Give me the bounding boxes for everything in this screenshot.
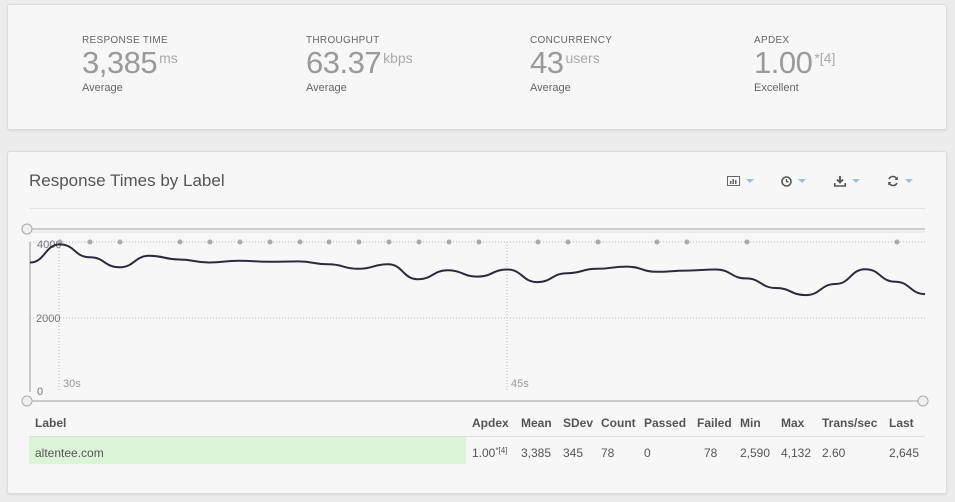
metric-value: 43 <box>530 45 564 80</box>
refresh-dropdown[interactable] <box>887 174 913 188</box>
col-passed[interactable]: Passed <box>644 416 687 430</box>
range-handle-top-left[interactable] <box>21 223 33 235</box>
metric-sub: Average <box>306 82 347 94</box>
metric-unit: *[4] <box>814 50 836 66</box>
col-failed[interactable]: Failed <box>697 416 732 430</box>
chevron-down-icon <box>852 179 860 183</box>
metric-sub: Excellent <box>754 82 799 94</box>
row-passed: 0 <box>644 446 651 460</box>
row-failed: 78 <box>704 446 718 460</box>
row-apdex-sup: *[4] <box>495 446 508 455</box>
marker-dot <box>267 239 273 245</box>
metric-value: 3,385 <box>82 45 158 80</box>
marker-dot <box>326 239 332 245</box>
col-trans-sec[interactable]: Trans/sec <box>822 416 878 430</box>
download-dropdown[interactable] <box>834 174 860 188</box>
label-table: Label Apdex Mean SDev Count Passed Faile… <box>29 409 925 465</box>
table-row[interactable]: altentee.com 1.00*[4] 3,385 345 78 0 78 … <box>29 437 925 465</box>
y-tick-label-2000: 2000 <box>36 313 60 325</box>
x-tick-label-45s: 45s <box>511 378 529 390</box>
marker-dot <box>565 239 571 245</box>
row-count: 78 <box>601 446 615 460</box>
range-handle-bottom-right[interactable] <box>917 395 929 407</box>
y-tick-label-top: 4000 <box>37 239 61 251</box>
col-sdev[interactable]: SDev <box>563 416 594 430</box>
row-mean: 3,385 <box>521 446 552 460</box>
metric-sub: Average <box>530 82 571 94</box>
marker-dot <box>744 239 750 245</box>
row-sdev: 345 <box>563 446 584 460</box>
metric-value: 63.37 <box>306 45 382 80</box>
metric-value: 1.00 <box>754 45 813 80</box>
metric-label: RESPONSE TIME <box>82 35 168 46</box>
clock-icon <box>781 175 792 187</box>
marker-dot <box>654 239 660 245</box>
col-last[interactable]: Last <box>889 416 914 430</box>
marker-dot <box>356 239 362 245</box>
download-icon <box>834 175 846 187</box>
metric-concurrency: CONCURRENCY 43 users Average <box>530 35 612 94</box>
marker-dot <box>894 239 900 245</box>
response-times-panel: Response Times by Label <box>7 151 947 494</box>
chevron-down-icon <box>905 179 913 183</box>
series-line-response-time <box>29 243 926 297</box>
row-min: 2,590 <box>740 446 771 460</box>
marker-dot <box>207 239 213 245</box>
metric-label: THROUGHPUT <box>306 35 380 46</box>
metric-label: CONCURRENCY <box>530 35 613 46</box>
row-label[interactable]: altentee.com <box>35 446 104 460</box>
marker-dot <box>476 239 482 245</box>
marker-dot <box>684 239 690 245</box>
metric-unit: users <box>565 50 600 66</box>
marker-dot <box>177 239 183 245</box>
metric-apdex: APDEX 1.00 *[4] Excellent <box>754 35 835 94</box>
metric-sub: Average <box>82 82 123 94</box>
chevron-down-icon <box>798 179 806 183</box>
range-handle-bottom-left[interactable] <box>21 395 33 407</box>
panel-title: Response Times by Label <box>29 171 225 190</box>
metric-unit: ms <box>159 50 178 66</box>
x-tick-label-30s: 30s <box>63 378 81 390</box>
row-trans-sec: 2.60 <box>822 446 846 460</box>
metric-unit: kbps <box>383 50 413 66</box>
marker-dot <box>297 239 303 245</box>
row-max: 4,132 <box>781 446 812 460</box>
marker-dot <box>386 239 392 245</box>
marker-dot <box>87 239 93 245</box>
time-range-dropdown[interactable] <box>781 174 806 188</box>
chart-type-dropdown[interactable] <box>727 174 754 188</box>
col-apdex[interactable]: Apdex <box>472 416 509 430</box>
marker-dot <box>237 239 243 245</box>
chart-type-icon <box>727 176 740 186</box>
marker-dot <box>117 239 123 245</box>
header-divider <box>29 208 925 209</box>
table-header: Label Apdex Mean SDev Count Passed Faile… <box>29 409 925 437</box>
marker-dot <box>57 239 63 245</box>
col-min[interactable]: Min <box>740 416 761 430</box>
marker-dot <box>416 239 422 245</box>
metric-throughput: THROUGHPUT 63.37 kbps Average <box>306 35 413 94</box>
response-time-chart: 4000 2000 0 30s 45s <box>21 223 929 407</box>
marker-dot <box>446 239 452 245</box>
metric-label: APDEX <box>754 35 790 46</box>
label-cell-highlight <box>29 437 466 464</box>
y-tick-label-0: 0 <box>37 386 43 398</box>
row-last: 2,645 <box>889 446 920 460</box>
metric-response-time: RESPONSE TIME 3,385 ms Average <box>82 35 178 94</box>
summary-panel: RESPONSE TIME 3,385 ms Average THROUGHPU… <box>7 4 947 130</box>
row-apdex: 1.00*[4] <box>472 446 507 460</box>
col-count[interactable]: Count <box>601 416 636 430</box>
refresh-icon <box>888 175 898 187</box>
col-label[interactable]: Label <box>35 416 67 430</box>
col-mean[interactable]: Mean <box>521 416 552 430</box>
row-apdex-value: 1.00 <box>472 446 496 460</box>
chevron-down-icon <box>746 179 754 183</box>
marker-dot <box>535 239 541 245</box>
marker-dot <box>595 239 601 245</box>
col-max[interactable]: Max <box>781 416 805 430</box>
